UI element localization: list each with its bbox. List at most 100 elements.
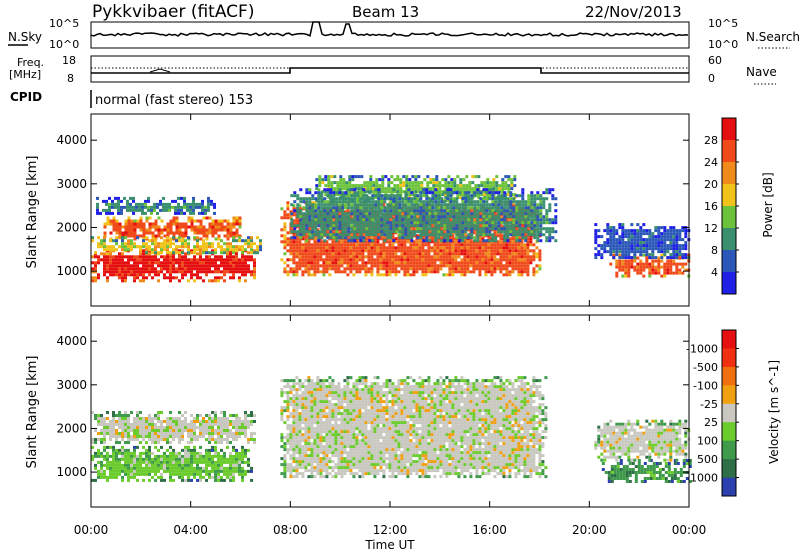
power-cell xyxy=(401,209,405,213)
power-cell xyxy=(485,227,489,231)
power-cell xyxy=(530,203,534,207)
power-cell xyxy=(310,273,314,277)
power-cell xyxy=(427,258,431,262)
power-cell xyxy=(229,264,232,268)
power-cell xyxy=(499,261,503,265)
power-cell xyxy=(181,239,184,243)
power-cell xyxy=(393,190,397,194)
power-cell xyxy=(162,208,165,212)
power-cell xyxy=(395,194,399,198)
power-cell xyxy=(151,261,154,265)
power-cell xyxy=(490,249,494,253)
power-cell xyxy=(395,203,399,207)
power-cell xyxy=(295,255,299,259)
power-cell xyxy=(523,261,527,265)
power-cell xyxy=(319,249,323,253)
power-cell xyxy=(448,255,452,259)
power-cell xyxy=(223,234,227,238)
power-cell xyxy=(299,197,303,201)
power-cell xyxy=(436,267,440,271)
power-cell xyxy=(331,231,335,235)
power-cell xyxy=(139,258,142,262)
power-cell xyxy=(419,209,423,213)
power-cell xyxy=(419,233,423,237)
power-cell xyxy=(445,246,449,250)
power-cell xyxy=(232,239,235,243)
power-cell xyxy=(148,222,152,226)
power-cell xyxy=(597,229,601,233)
power-cell xyxy=(461,227,465,231)
power-cell xyxy=(148,264,151,268)
power-cell xyxy=(476,203,480,207)
power-cell xyxy=(226,261,229,265)
power-cell xyxy=(456,193,460,197)
power-cell xyxy=(118,234,122,238)
power-cell xyxy=(154,228,158,232)
power-cell xyxy=(506,209,510,213)
power-cell xyxy=(356,203,360,207)
power-cell xyxy=(317,206,321,210)
power-cell xyxy=(196,261,199,265)
power-cell xyxy=(217,245,220,249)
power-cell xyxy=(205,245,208,249)
power-cell xyxy=(148,252,151,256)
power-cell xyxy=(352,249,356,253)
power-cell xyxy=(373,258,377,262)
power-cell xyxy=(346,264,350,268)
nave-label: Nave xyxy=(746,65,777,79)
power-cell xyxy=(431,212,435,216)
power-cell xyxy=(422,224,426,228)
power-cell xyxy=(331,246,335,250)
power-cell xyxy=(210,199,213,203)
power-cell xyxy=(454,270,458,274)
power-cell xyxy=(313,258,317,262)
power-cell xyxy=(238,264,241,268)
power-cell xyxy=(235,258,238,262)
power-cell xyxy=(130,273,133,277)
power-cell xyxy=(247,255,250,259)
freq-label-line1: Freq. xyxy=(17,56,44,69)
power-cell xyxy=(476,218,480,222)
power-cell xyxy=(407,188,411,192)
power-cell xyxy=(457,246,461,250)
power-region-3 xyxy=(96,196,216,215)
nave-tick-bottom: 0 xyxy=(708,72,715,85)
power-cell xyxy=(217,255,220,259)
power-cell xyxy=(371,215,375,219)
power-cell xyxy=(636,232,640,236)
power-cell xyxy=(356,197,360,201)
power-cell xyxy=(551,230,555,234)
power-cell xyxy=(624,235,628,239)
power-cell xyxy=(180,196,183,200)
power-cell xyxy=(344,224,348,228)
power-cell xyxy=(502,264,506,268)
power-cell xyxy=(190,251,193,255)
power-cell xyxy=(133,237,137,241)
power-cell xyxy=(496,249,500,253)
power-cell xyxy=(201,208,204,212)
power-cell xyxy=(465,175,469,179)
power-cell xyxy=(196,276,199,280)
power-cell xyxy=(196,225,200,229)
power-cell xyxy=(103,264,106,268)
power-cell xyxy=(530,197,534,201)
power-cell xyxy=(202,231,206,235)
power-cell xyxy=(518,218,522,222)
power-cell xyxy=(636,250,640,254)
power-cell xyxy=(376,267,380,271)
power-cell xyxy=(139,252,142,256)
power-cell xyxy=(130,222,134,226)
power-cell xyxy=(380,227,384,231)
power-cell xyxy=(490,255,494,259)
power-cell xyxy=(201,211,204,215)
power-cell xyxy=(103,245,106,249)
power-cell xyxy=(422,206,426,210)
power-cell xyxy=(157,251,160,255)
power-cell xyxy=(473,194,477,198)
power-cell xyxy=(187,216,191,220)
power-cell xyxy=(600,247,604,251)
power-cell xyxy=(317,233,321,237)
power-cell xyxy=(117,199,120,203)
power-cell xyxy=(470,233,474,237)
power-cell xyxy=(621,274,625,278)
